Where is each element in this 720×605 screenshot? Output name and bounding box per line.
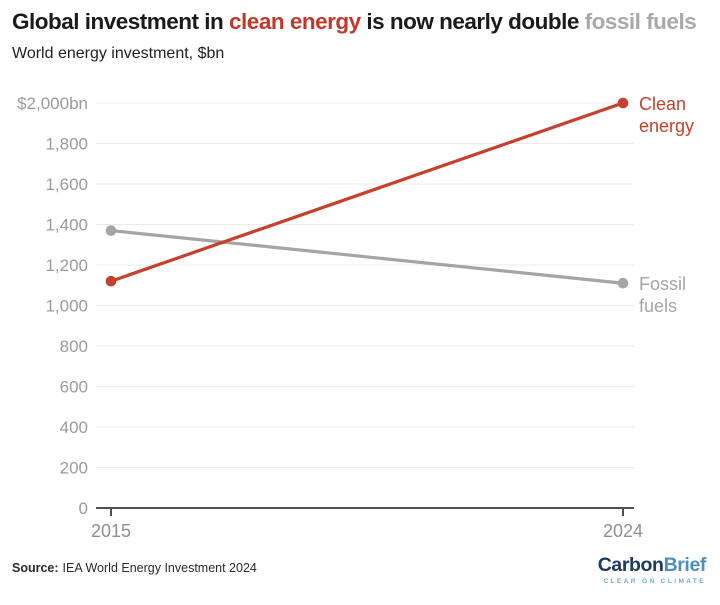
y-tick-label: 1,200 <box>45 256 88 275</box>
source-text: IEA World Energy Investment 2024 <box>62 561 257 575</box>
fossil-fuels-point <box>617 277 629 289</box>
logo-brief: Brief <box>663 554 707 576</box>
y-tick-label: 1,400 <box>45 216 88 235</box>
y-tick-label: 1,800 <box>45 135 88 154</box>
source-label: Source: <box>12 561 59 575</box>
logo-wordmark: CarbonBrief <box>597 554 707 576</box>
logo-tagline: CLEAR ON CLIMATE <box>603 577 706 585</box>
fossil-fuels-label: Fossil <box>639 274 686 294</box>
clean-energy-label: energy <box>639 116 694 136</box>
chart-subtitle: World energy investment, $bn <box>12 45 225 62</box>
page-title: Global investment in clean energy is now… <box>12 9 697 35</box>
y-tick-label: 1,600 <box>45 175 88 194</box>
fossil-fuels-line <box>109 228 625 285</box>
title-part: is now nearly double <box>360 9 585 34</box>
source-note: Source: IEA World Energy Investment 2024 <box>12 561 257 575</box>
clean-energy-line <box>109 101 625 283</box>
clean-energy-label: Clean <box>639 94 686 114</box>
y-tick-label: 600 <box>60 378 88 397</box>
y-tick-label: 200 <box>60 459 88 478</box>
y-tick-label: 0 <box>79 499 88 518</box>
clean-energy-point <box>617 97 629 109</box>
title-part-clean-energy: clean energy <box>229 9 361 34</box>
title-part-fossil-fuels: fossil fuels <box>584 9 697 34</box>
x-tick-label: 2015 <box>91 521 131 541</box>
y-tick-label: 1,000 <box>45 297 88 316</box>
y-tick-label: 800 <box>60 337 88 356</box>
logo-carbon: Carbon <box>597 554 664 576</box>
carbonbrief-logo: CarbonBrief CLEAR ON CLIMATE <box>597 554 707 585</box>
clean-energy-point <box>105 275 117 287</box>
fossil-fuels-point <box>105 225 117 236</box>
title-part: Global investment in <box>12 9 230 34</box>
x-tick-label: 2024 <box>603 521 643 541</box>
y-tick-label: $2,000bn <box>17 94 88 113</box>
fossil-fuels-label: fuels <box>639 296 677 316</box>
y-tick-label: 400 <box>60 418 88 437</box>
